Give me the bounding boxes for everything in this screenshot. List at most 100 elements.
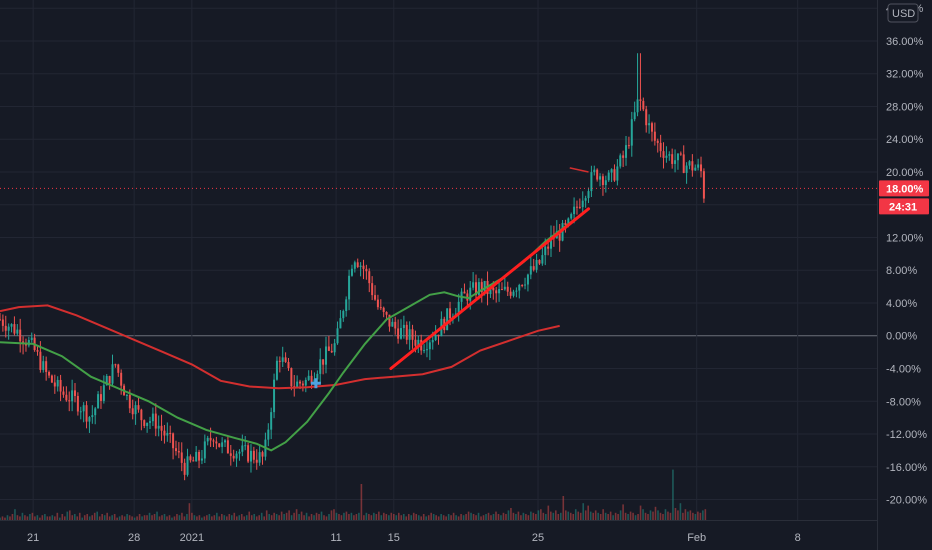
volume-bar (415, 514, 418, 520)
candle-body (506, 286, 509, 292)
candle-body (503, 286, 506, 290)
volume-bar (248, 511, 251, 520)
volume-bar (51, 515, 54, 520)
candle-body (365, 268, 368, 272)
volume-bar (123, 516, 126, 520)
volume-bar (417, 515, 420, 520)
last-bar-line (569, 167, 589, 173)
volume-bar (358, 512, 360, 520)
y-tick-label: 12.00% (886, 232, 924, 244)
candle-body (674, 160, 677, 164)
volume-bar (81, 517, 84, 520)
candle-body (62, 391, 65, 395)
volume-bar (211, 516, 213, 520)
volume-bar (457, 516, 460, 520)
volume-bar (235, 516, 238, 520)
candle-body (56, 379, 59, 387)
volume-bar (442, 515, 445, 520)
volume-bar (36, 515, 39, 520)
candle-body (524, 284, 527, 286)
candle-body (307, 375, 310, 380)
volume-bar (545, 514, 547, 520)
candle-body (327, 346, 330, 351)
candle-body (163, 430, 166, 436)
volume-bar (373, 512, 375, 520)
volume-bar (632, 512, 634, 520)
volume-bar (477, 512, 480, 520)
volume-bar (644, 512, 647, 520)
candle-body (255, 459, 258, 463)
candle-body (532, 266, 535, 270)
volume-bar (308, 516, 310, 520)
volume-bar (654, 506, 657, 520)
volume-bar (472, 514, 475, 520)
candle-body (336, 328, 339, 344)
volume-bar (265, 510, 268, 520)
volume-bar (126, 514, 128, 520)
volume-bar (572, 514, 575, 520)
candle-body (535, 259, 538, 270)
y-tick-label: -20.00% (886, 495, 927, 507)
candle-body (382, 307, 385, 312)
candle-body (16, 329, 19, 334)
candle-body (36, 350, 39, 352)
volume-bar (360, 484, 363, 520)
currency-label[interactable]: USD (892, 8, 915, 20)
volume-bar (510, 508, 512, 520)
volume-bar (290, 515, 293, 520)
candle-body (45, 361, 48, 372)
volume-bar (193, 515, 196, 520)
candle-body (342, 310, 345, 319)
volume-bar (118, 516, 121, 520)
volume-bar (78, 512, 81, 520)
candle-body (232, 455, 235, 459)
candle-body (679, 153, 682, 155)
volume-bar (490, 515, 492, 520)
volume-bar (410, 515, 413, 520)
candle-body (636, 99, 639, 113)
volume-bar (226, 516, 228, 520)
volume-bar (388, 515, 390, 520)
volume-bar (255, 516, 258, 520)
volume-bar (221, 514, 223, 520)
candle-body (607, 172, 610, 181)
candle-body (691, 161, 694, 171)
volume-bar (213, 515, 216, 520)
currency-button[interactable] (887, 3, 919, 23)
volume-bar (283, 514, 285, 520)
candle-body (94, 408, 97, 416)
volume-bar (365, 512, 368, 520)
candle-body (570, 214, 573, 219)
candle-body (284, 357, 287, 362)
volume-bar (186, 514, 188, 520)
candle-body (241, 445, 244, 452)
candle-body (434, 334, 437, 341)
volume-bar (350, 512, 353, 520)
candle-body (619, 155, 622, 167)
candle-body (117, 364, 120, 373)
volume-bar (56, 512, 59, 520)
volume-bar (527, 515, 530, 520)
volume-bar (687, 511, 689, 520)
candle-body (322, 359, 325, 365)
volume-bar (515, 514, 517, 520)
candle-body (143, 420, 146, 426)
volume-bar (0, 517, 1, 520)
y-tick-label: -16.00% (886, 462, 927, 474)
candle-body (590, 172, 593, 192)
volume-bar (353, 515, 355, 520)
candle-body (379, 307, 382, 309)
candle-body (356, 262, 359, 267)
candle-body (399, 328, 402, 339)
candle-body (463, 291, 466, 294)
candle-body (88, 417, 91, 422)
volume-bar (400, 515, 403, 520)
volume-bar (667, 511, 669, 520)
volume-bar (71, 515, 74, 520)
candle-body (134, 405, 137, 415)
volume-bar (96, 511, 99, 520)
volume-bar (649, 510, 652, 520)
volume-bar (502, 512, 505, 520)
candle-body (492, 287, 495, 291)
